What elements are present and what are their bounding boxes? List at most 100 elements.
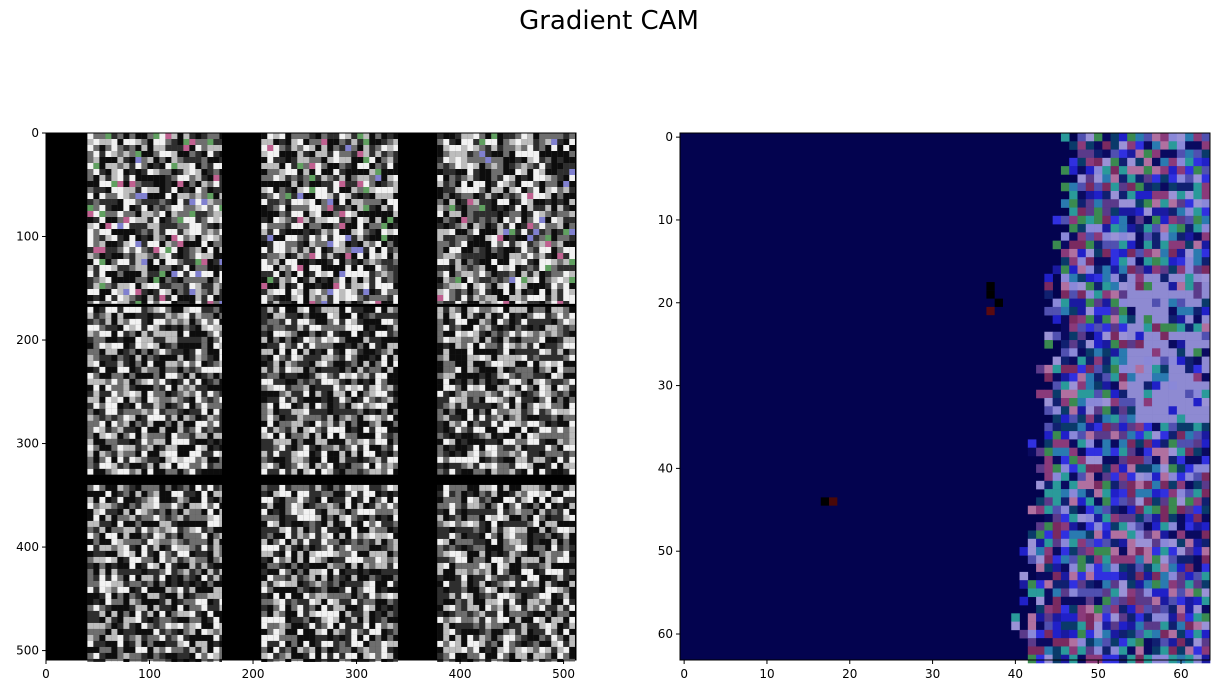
tile-pixel bbox=[99, 378, 106, 385]
tile-pixel bbox=[509, 438, 516, 445]
tile-pixel bbox=[297, 568, 304, 575]
tile-pixel bbox=[171, 265, 178, 271]
tile-pixel bbox=[485, 468, 492, 475]
tile-pixel bbox=[527, 372, 534, 379]
tile-pixel bbox=[503, 462, 510, 469]
tile-pixel bbox=[267, 301, 274, 304]
tile-pixel bbox=[189, 556, 196, 563]
tile-pixel bbox=[527, 205, 534, 211]
tile-pixel bbox=[261, 306, 268, 313]
tile-pixel bbox=[345, 342, 352, 349]
tile-pixel bbox=[207, 348, 214, 355]
tile-pixel bbox=[479, 271, 486, 277]
tile-pixel bbox=[369, 211, 376, 217]
tile-pixel bbox=[533, 426, 540, 433]
tile-pixel bbox=[455, 432, 462, 439]
tile-pixel bbox=[375, 450, 382, 457]
tile-pixel bbox=[315, 468, 322, 475]
tile-pixel bbox=[141, 205, 148, 211]
tile-pixel bbox=[273, 265, 280, 271]
tile-pixel bbox=[93, 354, 100, 361]
tile-pixel bbox=[123, 592, 130, 599]
tile-pixel bbox=[393, 312, 398, 319]
tile-pixel bbox=[117, 456, 124, 463]
tile-pixel bbox=[509, 318, 516, 325]
tile-pixel bbox=[129, 289, 136, 295]
tile-pixel bbox=[87, 420, 94, 427]
tile-pixel bbox=[437, 235, 444, 241]
tile-pixel bbox=[485, 235, 492, 241]
tile-pixel bbox=[153, 163, 160, 169]
tile-pixel bbox=[363, 372, 370, 379]
tile-pixel bbox=[345, 532, 352, 539]
tile-pixel bbox=[375, 532, 382, 539]
tile-pixel bbox=[303, 538, 310, 545]
tile-pixel bbox=[111, 520, 118, 527]
tile-pixel bbox=[105, 241, 112, 247]
tile-pixel bbox=[467, 295, 474, 301]
tile-pixel bbox=[147, 628, 154, 635]
tile-pixel bbox=[327, 181, 334, 187]
tile-pixel bbox=[135, 277, 142, 283]
tile-pixel bbox=[387, 235, 394, 241]
tile-pixel bbox=[551, 193, 558, 199]
tile-pixel bbox=[267, 265, 274, 271]
tile-pixel bbox=[563, 169, 570, 175]
tile-pixel bbox=[135, 253, 142, 259]
tile-pixel bbox=[503, 253, 510, 259]
tile-pixel bbox=[213, 336, 220, 343]
tile-pixel bbox=[479, 468, 486, 475]
tile-pixel bbox=[473, 157, 480, 163]
tile-pixel bbox=[357, 199, 364, 205]
tile-pixel bbox=[213, 193, 220, 199]
tile-pixel bbox=[207, 253, 214, 259]
tile-pixel bbox=[309, 235, 316, 241]
tile-pixel bbox=[99, 241, 106, 247]
tile-pixel bbox=[177, 342, 184, 349]
tile-pixel bbox=[503, 193, 510, 199]
tile-pixel bbox=[461, 139, 468, 145]
tile-pixel bbox=[183, 390, 190, 397]
tile-pixel bbox=[111, 538, 118, 545]
tile-pixel bbox=[213, 265, 220, 271]
tile-pixel bbox=[201, 562, 208, 569]
tile-pixel bbox=[201, 604, 208, 611]
tile-pixel bbox=[345, 330, 352, 337]
tile-pixel bbox=[381, 426, 388, 433]
tile-pixel bbox=[165, 598, 172, 605]
tile-pixel bbox=[387, 324, 394, 331]
tile-pixel bbox=[219, 241, 222, 247]
tile-pixel bbox=[195, 372, 202, 379]
tile-pixel bbox=[461, 295, 468, 301]
tile-pixel bbox=[345, 295, 352, 301]
tile-pixel bbox=[171, 163, 178, 169]
tile-pixel bbox=[219, 229, 222, 235]
tile-pixel bbox=[99, 175, 106, 181]
tile-pixel bbox=[93, 586, 100, 593]
tile-pixel bbox=[201, 550, 208, 557]
tile-pixel bbox=[327, 408, 334, 415]
tile-pixel bbox=[467, 306, 474, 313]
tile-pixel bbox=[147, 444, 154, 451]
tile-pixel bbox=[375, 259, 382, 265]
tile-pixel bbox=[297, 175, 304, 181]
tile-pixel bbox=[177, 580, 184, 587]
tile-pixel bbox=[503, 271, 510, 277]
tile-pixel bbox=[285, 301, 292, 304]
tile-pixel bbox=[153, 199, 160, 205]
tile-pixel bbox=[123, 438, 130, 445]
tile-pixel bbox=[135, 366, 142, 373]
tile-pixel bbox=[159, 390, 166, 397]
tile-pixel bbox=[351, 330, 358, 337]
tile-pixel bbox=[473, 450, 480, 457]
tile-pixel bbox=[135, 372, 142, 379]
tile-pixel bbox=[503, 247, 510, 253]
tile-pixel bbox=[327, 330, 334, 337]
tile-pixel bbox=[105, 438, 112, 445]
tile-pixel bbox=[165, 259, 172, 265]
tile-pixel bbox=[375, 390, 382, 397]
tile-pixel bbox=[135, 247, 142, 253]
tile-pixel bbox=[497, 384, 504, 391]
tile-pixel bbox=[369, 426, 376, 433]
tile-pixel bbox=[387, 265, 394, 271]
